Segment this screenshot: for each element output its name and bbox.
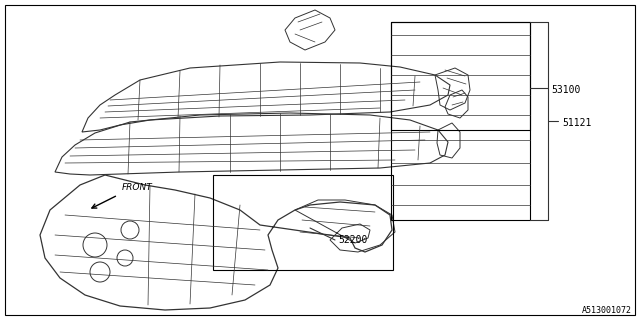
Text: 51121: 51121 (562, 118, 591, 128)
Bar (391, 22, 530, 220)
Text: A513001072: A513001072 (582, 306, 632, 315)
Bar (391, 22, 530, 130)
Text: FRONT: FRONT (122, 183, 153, 192)
Text: 53100: 53100 (551, 85, 580, 95)
Text: 52200: 52200 (338, 235, 367, 245)
Bar (213, 175, 393, 270)
